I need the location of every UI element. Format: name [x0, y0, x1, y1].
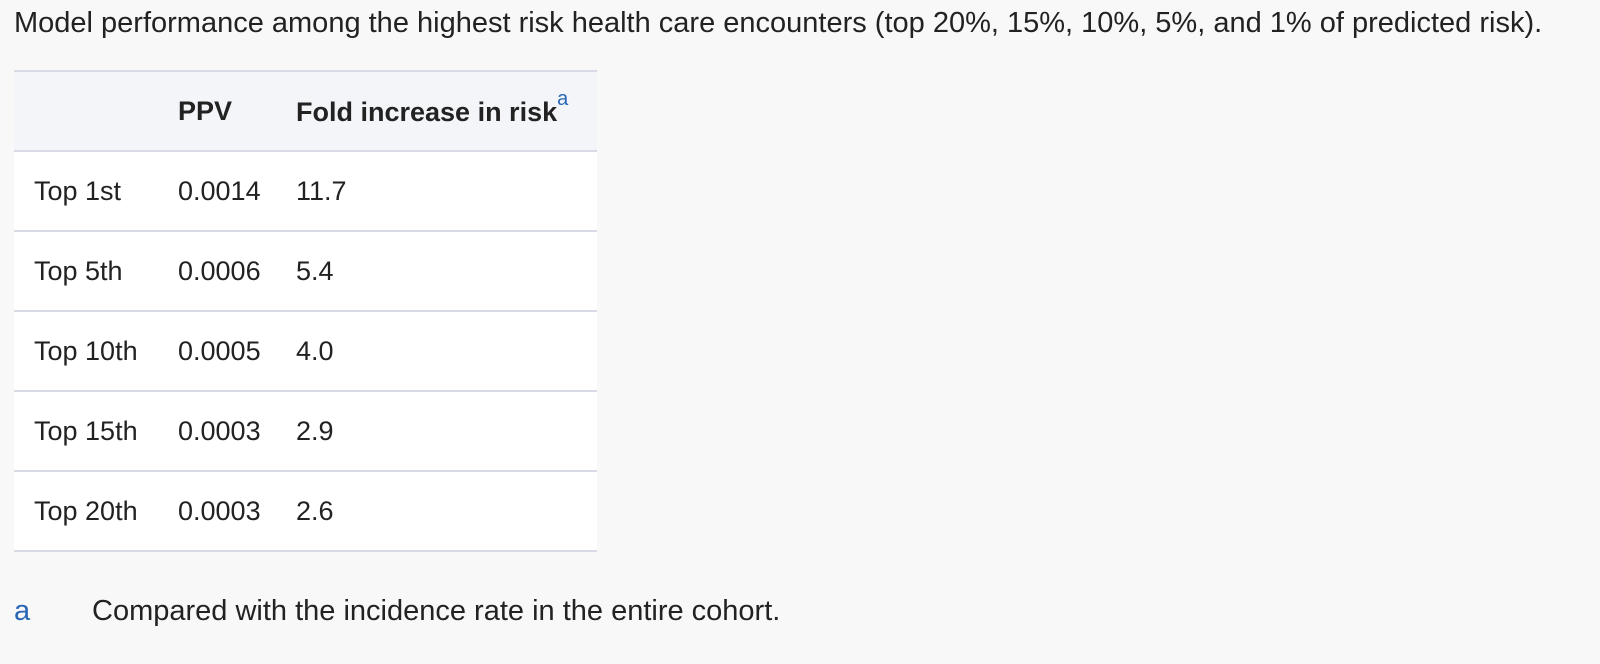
- footnote-link-a[interactable]: a: [557, 88, 569, 110]
- row-label: Top 15th: [14, 391, 178, 472]
- ppv-cell: 0.0003: [178, 391, 296, 472]
- footnote: a Compared with the incidence rate in the…: [14, 592, 780, 630]
- row-label: Top 1st: [14, 151, 178, 232]
- table-header: PPV Fold increase in riska: [14, 70, 597, 152]
- footnote-text: Compared with the incidence rate in the …: [92, 595, 781, 627]
- row-label: Top 10th: [14, 311, 178, 392]
- row-label: Top 5th: [14, 231, 178, 312]
- fold-cell: 2.6: [296, 471, 597, 552]
- table-row: Top 20th 0.0003 2.6: [14, 471, 597, 552]
- ppv-cell: 0.0005: [178, 311, 296, 392]
- table-row: Top 15th 0.0003 2.9: [14, 391, 597, 472]
- table-row: Top 1st 0.0014 11.7: [14, 151, 597, 232]
- header-row-label: [14, 70, 178, 152]
- header-fold-increase: Fold increase in riska: [296, 70, 597, 152]
- table-row: Top 5th 0.0006 5.4: [14, 231, 597, 312]
- header-row: PPV Fold increase in riska: [14, 70, 597, 152]
- ppv-cell: 0.0006: [178, 231, 296, 312]
- fold-cell: 11.7: [296, 151, 597, 232]
- fold-cell: 5.4: [296, 231, 597, 312]
- ppv-cell: 0.0003: [178, 471, 296, 552]
- footnote-marker: a: [14, 595, 31, 627]
- table-caption: Model performance among the highest risk…: [14, 7, 1543, 39]
- header-fold-label: Fold increase in risk: [296, 97, 558, 127]
- ppv-cell: 0.0014: [178, 151, 296, 232]
- row-label: Top 20th: [14, 471, 178, 552]
- performance-table: PPV Fold increase in riska Top 1st 0.001…: [14, 70, 597, 552]
- performance-table-container: PPV Fold increase in riska Top 1st 0.001…: [14, 70, 597, 552]
- header-ppv: PPV: [178, 70, 296, 152]
- fold-cell: 2.9: [296, 391, 597, 472]
- fold-cell: 4.0: [296, 311, 597, 392]
- table-body: Top 1st 0.0014 11.7 Top 5th 0.0006 5.4 T…: [14, 151, 597, 552]
- table-row: Top 10th 0.0005 4.0: [14, 311, 597, 392]
